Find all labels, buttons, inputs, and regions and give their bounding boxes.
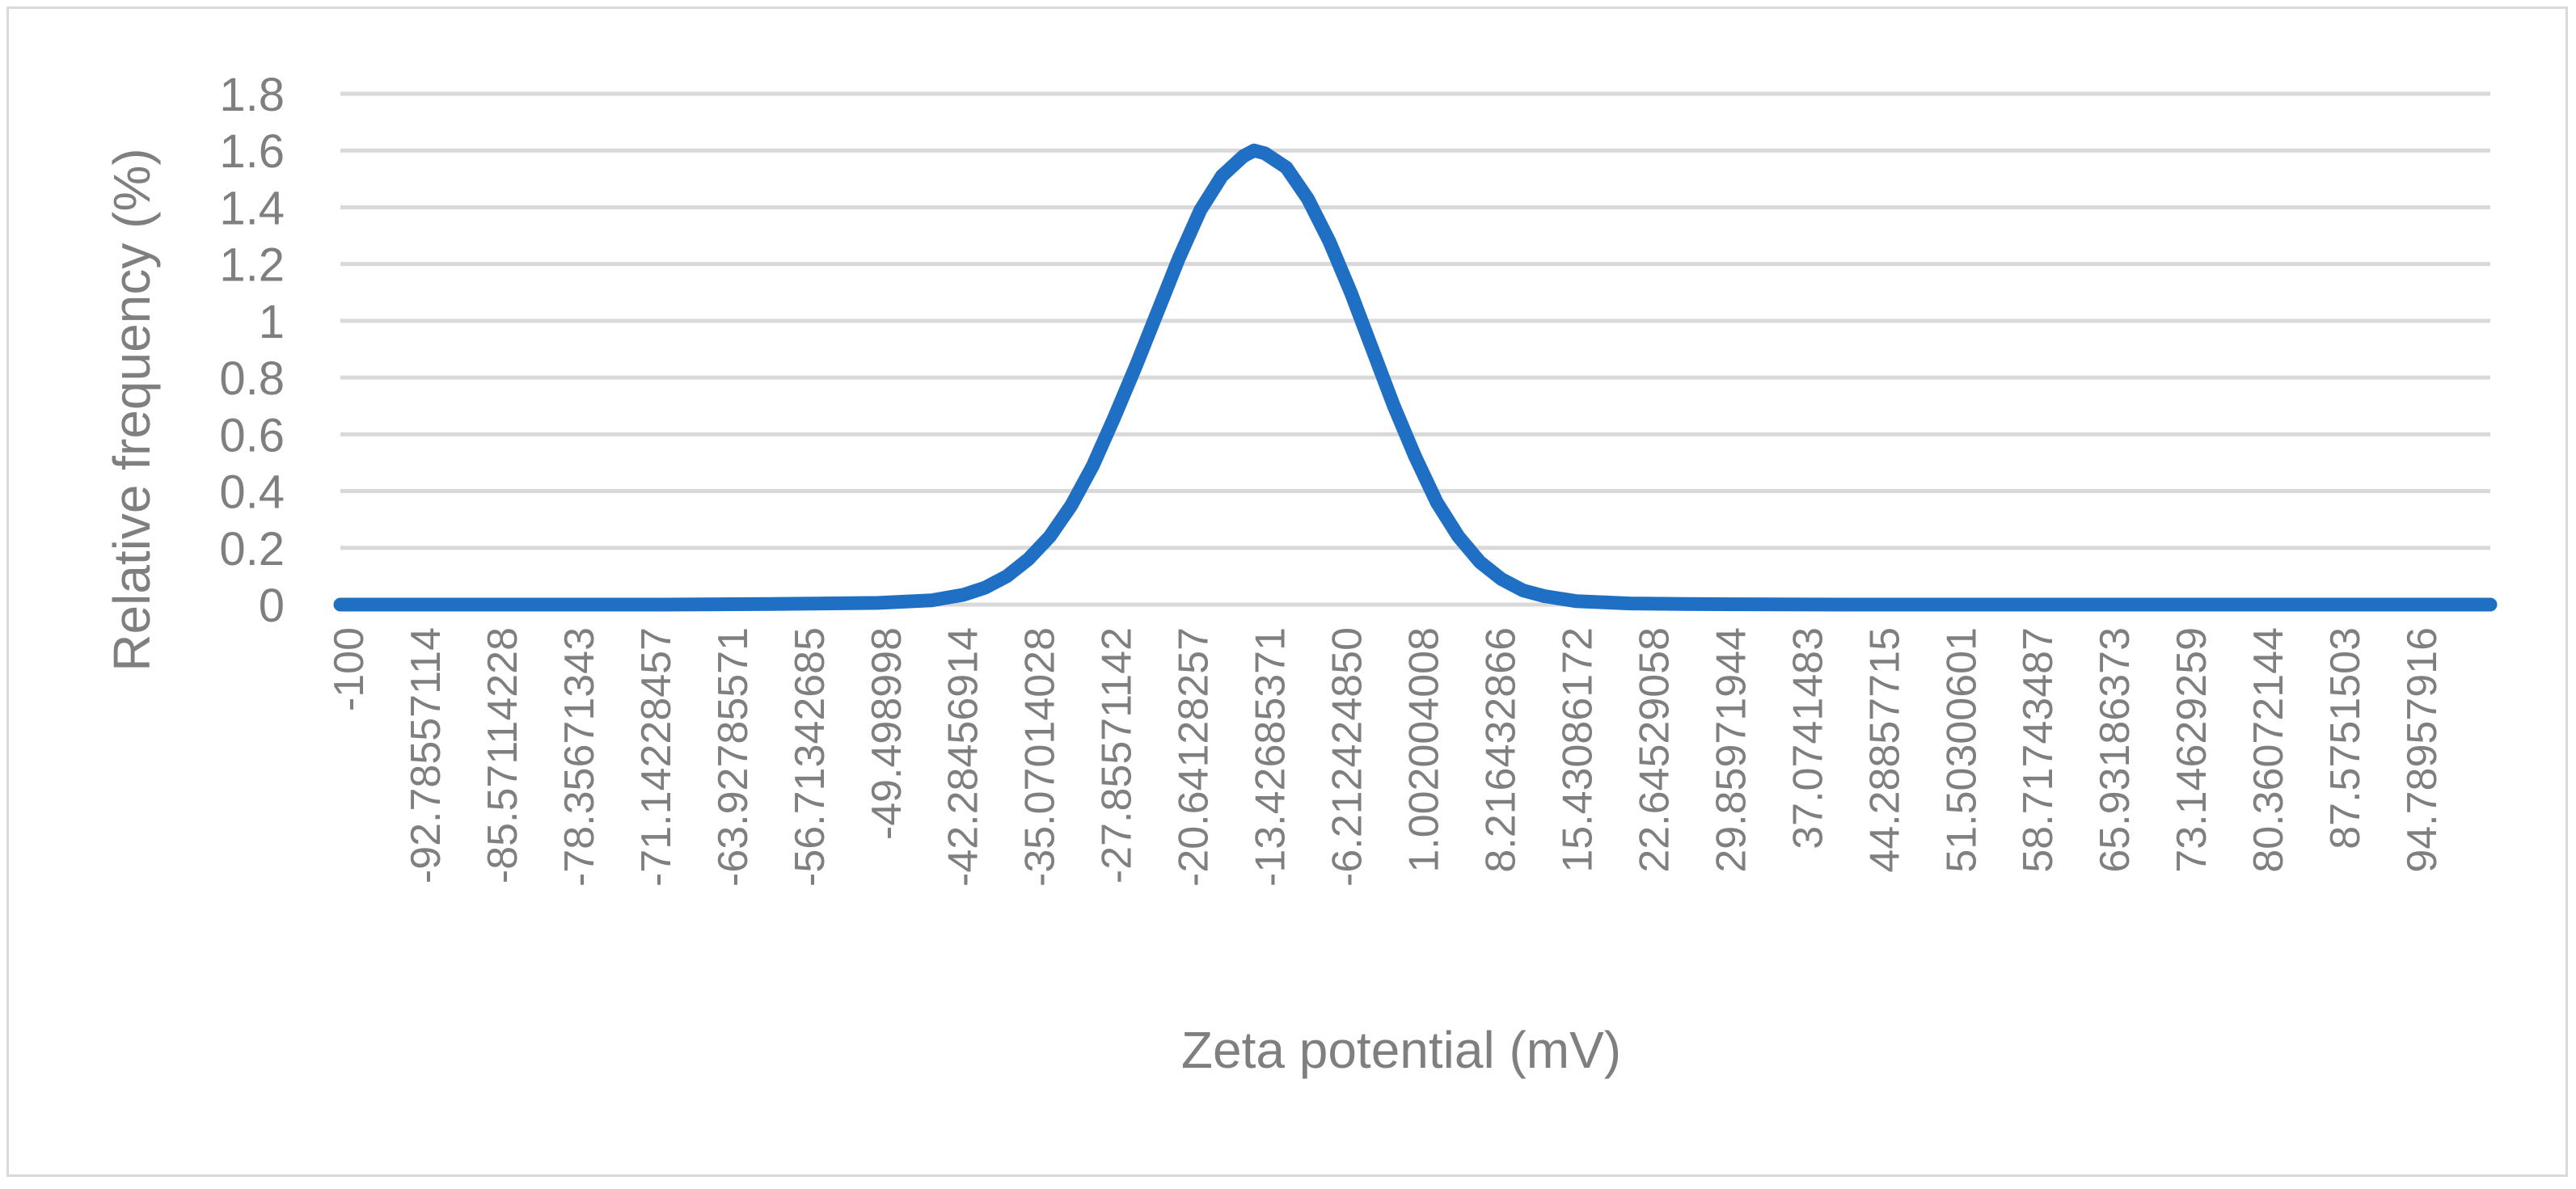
x-tick-label: -42.28456914 [940, 627, 987, 887]
x-tick-label: 58.71743487 [2015, 627, 2062, 873]
chart-frame [6, 6, 2568, 1177]
series-group [333, 143, 2498, 612]
y-tick-label: 0 [259, 580, 285, 632]
x-tick-label: -85.57114228 [479, 627, 526, 883]
y-tick-label: 1.2 [219, 239, 285, 292]
y-axis-ticks: 00.20.40.60.811.21.41.61.8 [219, 69, 285, 632]
x-tick-label: 87.5751503 [2322, 627, 2369, 850]
x-tick-label: 37.0741483 [1784, 627, 1831, 850]
x-tick-label: 29.85971944 [1708, 627, 1755, 873]
x-tick-label: -100 [326, 627, 373, 711]
x-tick-label: 73.14629259 [2168, 627, 2215, 873]
x-axis-ticks: -100 -92.78557114 -85.57114228 -78.35671343… [326, 627, 2446, 887]
x-tick-label: 44.28857715 [1861, 627, 1908, 873]
gridlines [340, 91, 2490, 607]
x-tick-label: 51.50300601 [1938, 627, 1985, 873]
y-axis-title: Relative frequency (%) [103, 148, 161, 671]
x-tick-label: 8.216432866 [1477, 627, 1524, 873]
x-tick-label: 94.78957916 [2399, 627, 2446, 873]
y-tick-label: 1.4 [219, 182, 285, 234]
x-tick-label: -78.35671343 [556, 627, 603, 887]
y-tick-label: 0.4 [219, 466, 285, 519]
x-tick-label: -71.14228457 [633, 627, 680, 887]
x-tick-label: 22.64529058 [1631, 627, 1678, 873]
y-tick-label: 0.2 [219, 523, 285, 576]
series-line [333, 143, 2498, 612]
y-tick-label: 0.6 [219, 409, 285, 462]
x-tick-label: -13.42685371 [1248, 627, 1294, 887]
x-tick-label: -92.78557114 [403, 627, 450, 883]
y-tick-label: 1.8 [219, 69, 285, 121]
x-tick-label: -56.71342685 [787, 627, 834, 887]
x-tick-label: -6.212424850 [1324, 627, 1371, 887]
x-tick-label: 15.43086172 [1554, 627, 1601, 873]
x-tick-label: -20.64128257 [1171, 627, 1218, 887]
x-tick-label: -49.498998 [864, 627, 910, 840]
x-tick-label: -35.07014028 [1017, 627, 1064, 887]
y-tick-label: 1 [259, 296, 285, 348]
x-axis-title: Zeta potential (mV) [1181, 1021, 1621, 1079]
x-tick-label: -63.92785571 [710, 627, 757, 887]
y-tick-label: 0.8 [219, 352, 285, 405]
x-tick-label: 1.002004008 [1401, 627, 1448, 873]
y-tick-label: 1.6 [219, 125, 285, 178]
x-tick-label: -27.85571142 [1094, 627, 1141, 883]
x-tick-label: 65.93186373 [2092, 627, 2139, 873]
x-tick-label: 80.36072144 [2245, 627, 2292, 873]
